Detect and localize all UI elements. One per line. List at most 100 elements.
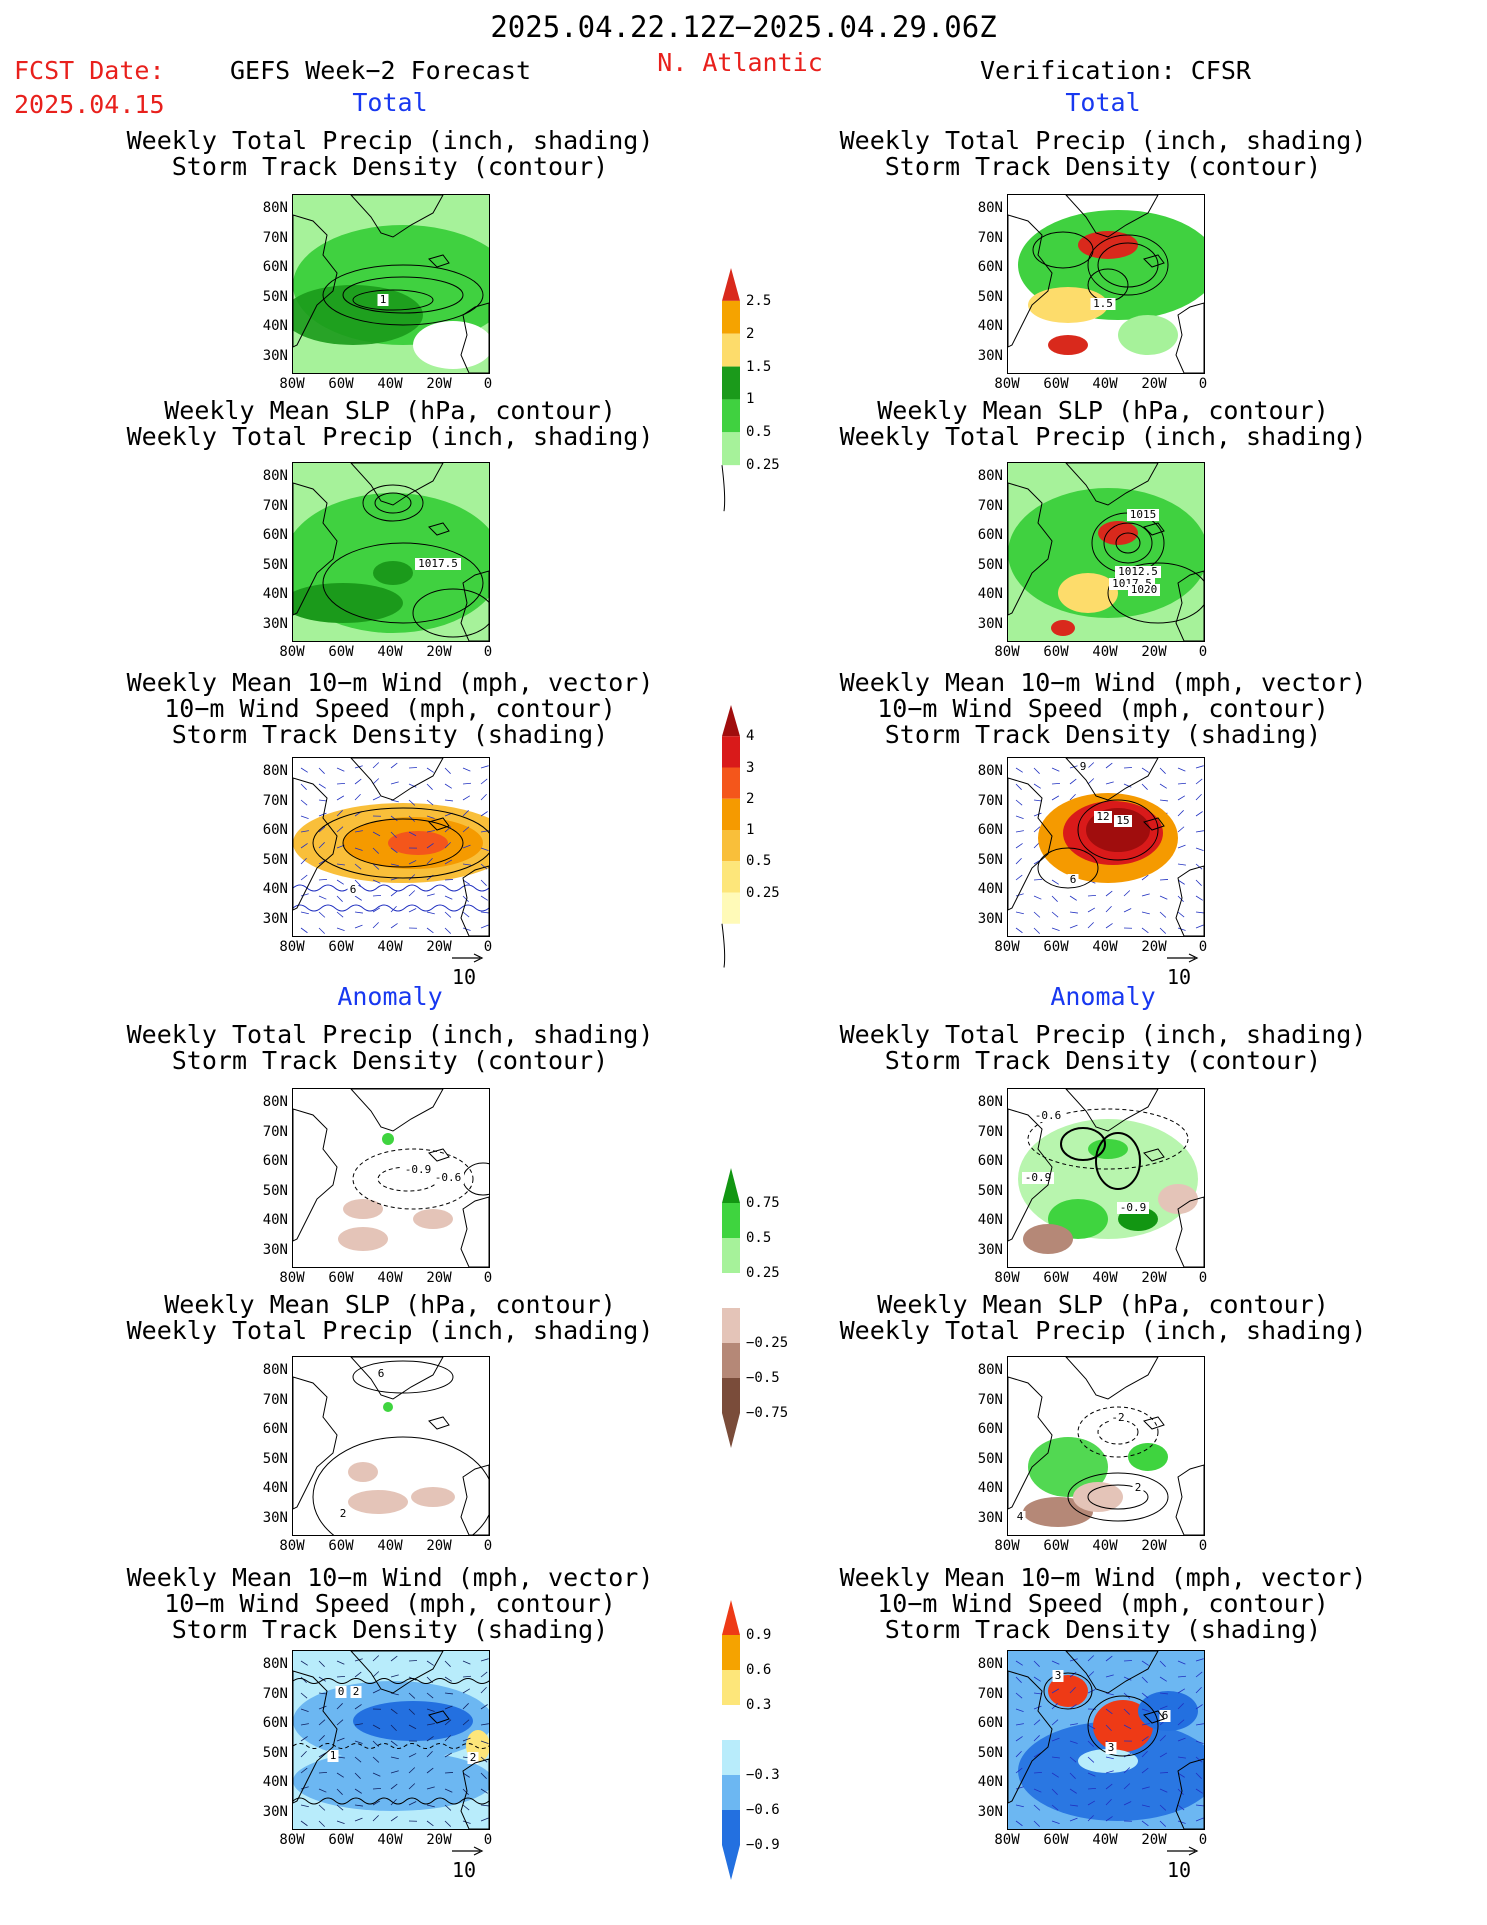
l2-title: Weekly Mean SLP (hPa, contour) Weekly Tot…: [126, 396, 654, 451]
colorbar-tick-label: −0.9: [746, 1837, 780, 1853]
wind-vector: [444, 911, 452, 918]
wind-vector: [1069, 1704, 1077, 1710]
wind-vector: [480, 1788, 488, 1794]
wind-vector: [408, 1783, 416, 1790]
wind-vector: [1159, 783, 1167, 789]
wind-vector: [480, 1704, 488, 1710]
wind-vector: [426, 815, 435, 819]
wind-vector: [444, 799, 453, 802]
wind-vector: [318, 1719, 326, 1726]
contour-label: 2: [467, 1751, 479, 1764]
wind-vector: [390, 905, 397, 913]
wind-vector: [318, 1804, 326, 1811]
lon-tick-label: 80W: [994, 644, 1020, 660]
wind-vector: [1069, 1804, 1078, 1807]
lat-tick-label: 50N: [262, 1450, 288, 1467]
wind-vector: [462, 844, 471, 849]
wind-vector: [462, 1804, 470, 1811]
colorbar-segment: [722, 1343, 740, 1378]
wind-vector: [408, 767, 418, 769]
wind-vector: [408, 1660, 418, 1662]
map-panel-r4: -0.6 -0.9 -0.9: [1007, 1088, 1205, 1268]
contour-label: 1: [327, 1749, 339, 1762]
wind-vector: [480, 765, 489, 769]
wind-vector: [1087, 907, 1096, 913]
wind-vector: [318, 927, 325, 934]
wind-vector: [462, 767, 471, 772]
wind-vector: [390, 890, 398, 897]
lat-tick-label: 70N: [262, 229, 288, 246]
contour-line: [293, 1678, 489, 1684]
colorbar-segment: [722, 432, 740, 466]
wind-vector: [372, 922, 379, 929]
contour-label: 3: [1052, 1669, 1064, 1682]
svg-text:3: 3: [1055, 1669, 1062, 1682]
wind-vector: [390, 1816, 398, 1822]
wind-vector: [1069, 1740, 1078, 1744]
wind-vector: [444, 1719, 452, 1726]
shading-region: [1051, 620, 1075, 636]
svg-text:6: 6: [350, 883, 357, 896]
lon-tick-label: 60W: [1043, 1832, 1069, 1848]
wind-vector: [444, 879, 454, 881]
lon-tick-label: 80W: [279, 1832, 305, 1848]
wind-vector: [336, 826, 344, 833]
iceland-coastline: [428, 522, 450, 536]
wind-vector: [1105, 762, 1113, 769]
wind-vector: [1069, 1686, 1076, 1694]
shading-region: [293, 583, 403, 623]
north-america-coastline: [1008, 214, 1053, 348]
vector-reference-value: 10: [1167, 1858, 1192, 1882]
wind-vector: [318, 895, 327, 900]
wind-vector: [1177, 1703, 1184, 1710]
wind-vector: [354, 879, 361, 886]
lon-tick-label: 20W: [426, 1270, 452, 1286]
lat-tick-label: 60N: [977, 527, 1003, 543]
wind-vector: [462, 782, 472, 785]
lat-tick-label: 80N: [262, 1362, 288, 1378]
wind-vector: [1141, 1736, 1149, 1742]
lat-tick-label: 60N: [977, 259, 1003, 275]
wind-vector: [1159, 1660, 1166, 1667]
wind-vector: [318, 826, 326, 833]
wind-vector: [426, 783, 433, 790]
wind-vector: [372, 796, 381, 801]
wind-vector: [318, 767, 325, 774]
contour-label: 1.5: [1090, 297, 1116, 310]
contour-label: -0.6: [432, 1171, 464, 1184]
wind-vector: [1123, 1676, 1132, 1681]
wind-vector: [1123, 1801, 1132, 1806]
contour-line: [312, 807, 489, 879]
wind-vector: [336, 863, 345, 866]
lat-tick-label: 80N: [977, 200, 1003, 216]
lon-tick-label: 60W: [1043, 939, 1069, 955]
map-plot-r6: 3 6 3: [1008, 1651, 1204, 1829]
wind-vector: [444, 927, 452, 934]
greenland-coastline: [1065, 1651, 1159, 1694]
colorbar-segment: [722, 1635, 740, 1670]
wind-vector: [372, 1671, 380, 1678]
colorbar-tick-label: −0.6: [746, 1802, 780, 1818]
lat-tick-label: 70N: [262, 1123, 288, 1140]
wind-vector: [1177, 1688, 1186, 1694]
greenland-coastline: [1065, 195, 1159, 238]
colorbar-tick-label: 2.5: [746, 292, 772, 309]
colorbar-tick-label: 0.25: [746, 457, 780, 474]
north-america-coastline: [293, 482, 338, 616]
wind-vector: [462, 1688, 471, 1694]
lon-tick-label: 80W: [279, 1538, 305, 1554]
contour-line: [1027, 1108, 1189, 1170]
europe-coastline: [1175, 865, 1204, 936]
map-plot-r1: 1.5: [1008, 195, 1204, 373]
wind-vector: [336, 1788, 343, 1795]
contour-line: [352, 1148, 474, 1210]
lat-tick-label: 30N: [262, 1803, 288, 1820]
svg-text:6: 6: [1162, 1709, 1169, 1722]
lat-tick-label: 40N: [977, 1480, 1003, 1496]
wind-vector: [1195, 1686, 1202, 1694]
contour-label: 1020: [1128, 583, 1160, 596]
europe-coastline: [460, 570, 489, 641]
lon-tick-label: 80W: [994, 1538, 1020, 1554]
wind-vector: [426, 1692, 434, 1699]
wind-vector: [1069, 1671, 1077, 1678]
